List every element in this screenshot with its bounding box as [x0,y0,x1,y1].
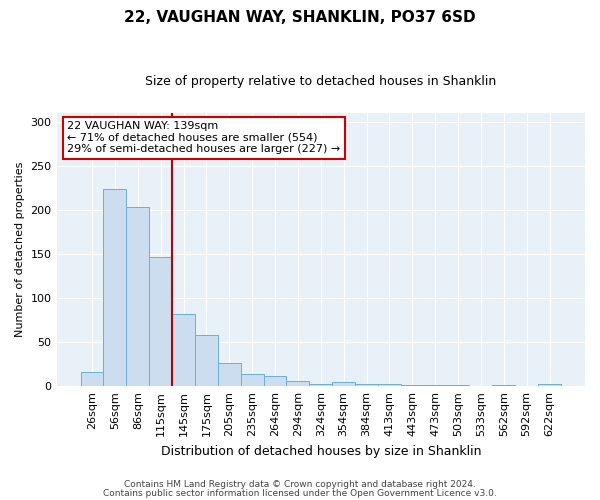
Bar [195,335,218,386]
Bar [149,258,172,386]
Bar [80,372,103,386]
Bar [103,188,127,386]
Bar [218,363,241,386]
Bar [332,382,355,386]
Text: Contains public sector information licensed under the Open Government Licence v3: Contains public sector information licen… [103,488,497,498]
Bar [263,376,286,386]
Bar [241,374,263,386]
Bar [355,384,378,386]
Bar [286,381,310,386]
X-axis label: Distribution of detached houses by size in Shanklin: Distribution of detached houses by size … [161,444,481,458]
Title: Size of property relative to detached houses in Shanklin: Size of property relative to detached ho… [145,75,496,88]
Text: Contains HM Land Registry data © Crown copyright and database right 2024.: Contains HM Land Registry data © Crown c… [124,480,476,489]
Y-axis label: Number of detached properties: Number of detached properties [15,162,25,337]
Bar [538,384,561,386]
Bar [172,314,195,386]
Bar [310,384,332,386]
Bar [127,207,149,386]
Text: 22 VAUGHAN WAY: 139sqm
← 71% of detached houses are smaller (554)
29% of semi-de: 22 VAUGHAN WAY: 139sqm ← 71% of detached… [67,121,340,154]
Text: 22, VAUGHAN WAY, SHANKLIN, PO37 6SD: 22, VAUGHAN WAY, SHANKLIN, PO37 6SD [124,10,476,25]
Bar [378,384,401,386]
